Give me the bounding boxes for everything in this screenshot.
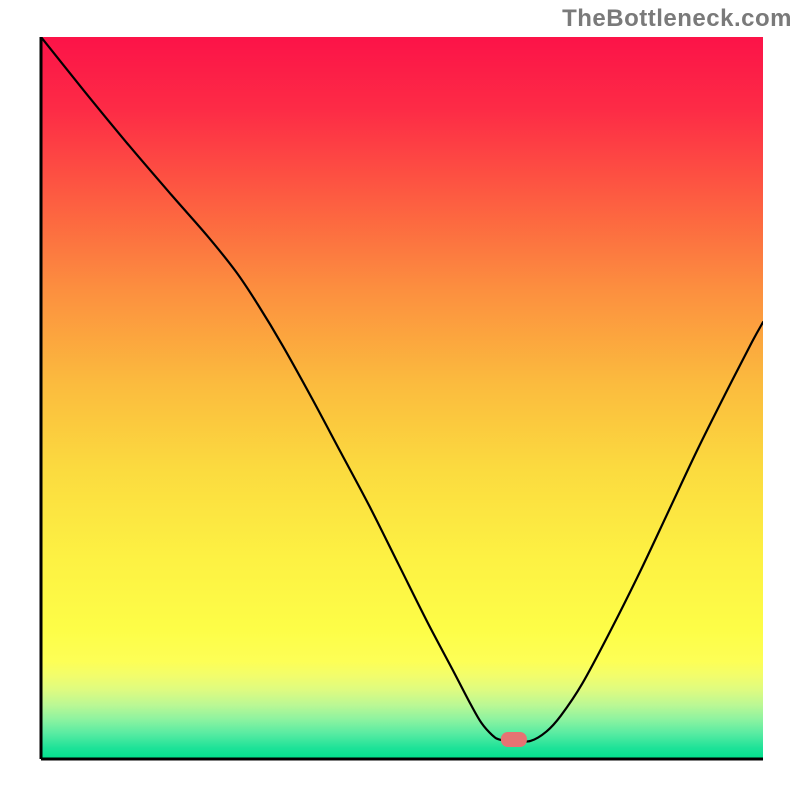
bottleneck-chart <box>0 0 800 800</box>
plot-background <box>41 37 763 759</box>
chart-container: TheBottleneck.com <box>0 0 800 800</box>
optimum-marker <box>501 732 527 747</box>
